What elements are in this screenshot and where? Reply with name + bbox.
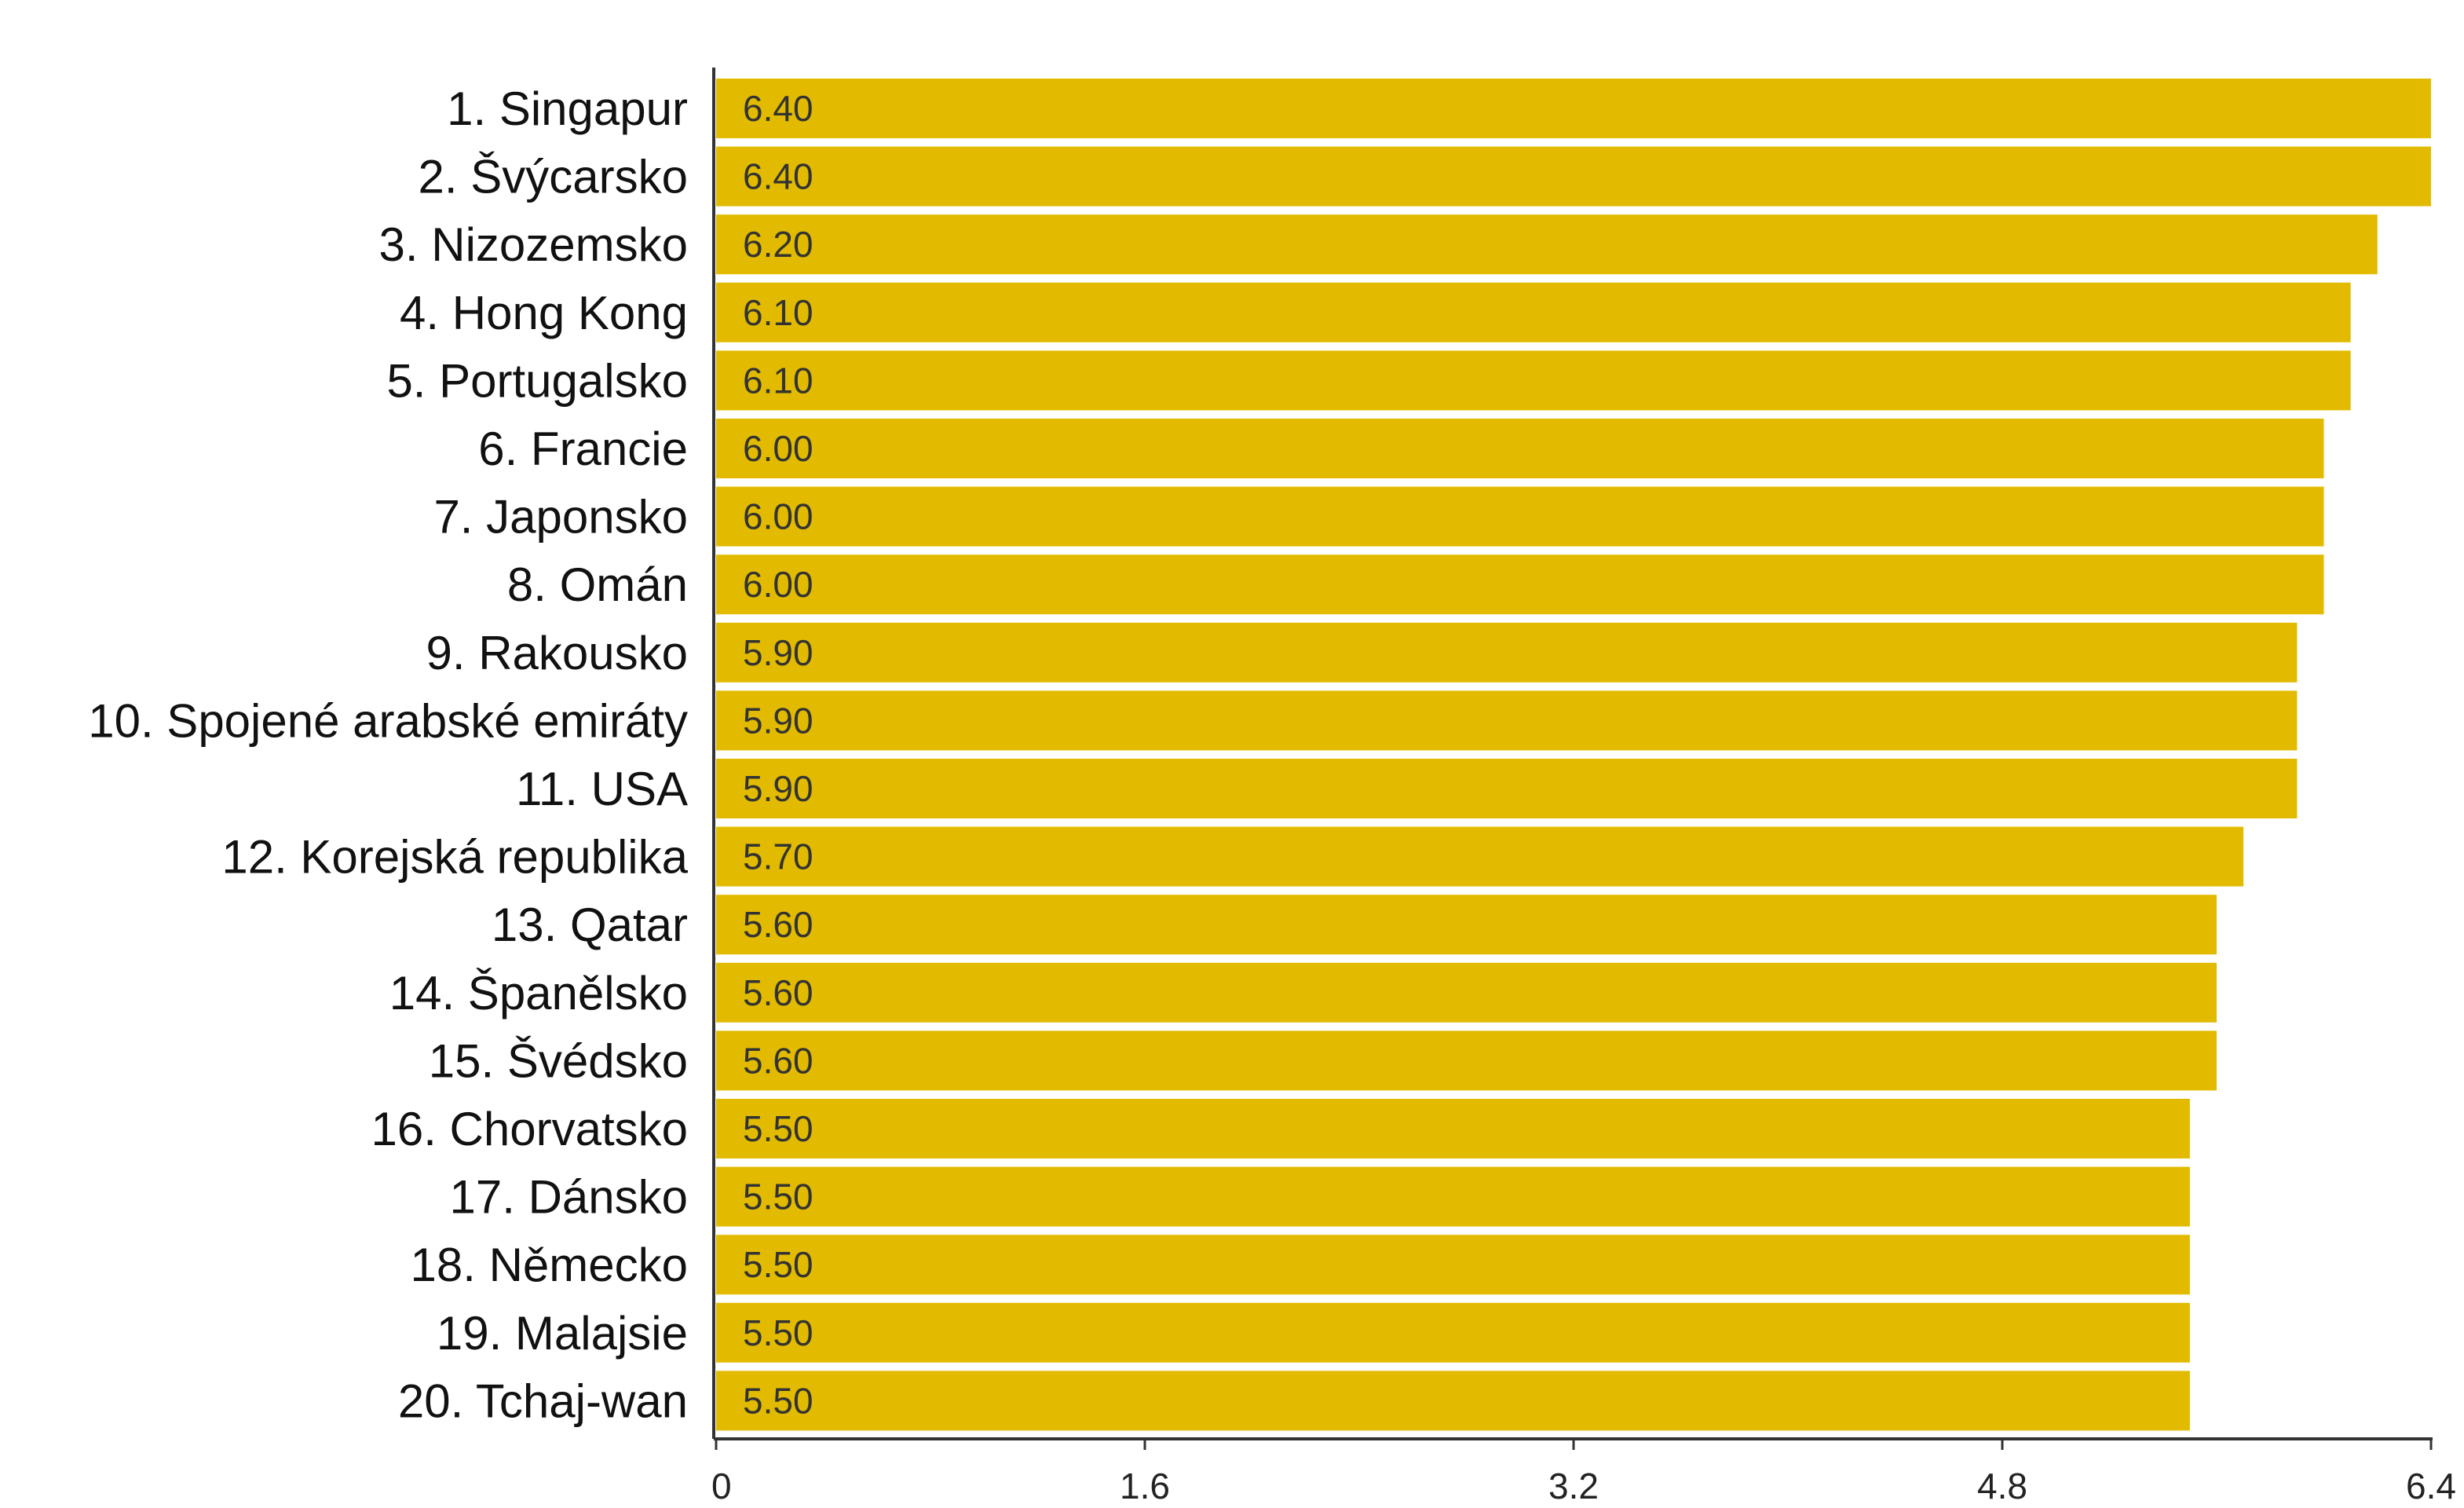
bar [716,962,2217,1023]
category-label: 7. Japonsko [433,491,688,544]
bar-value-label: 6.40 [743,88,813,129]
x-tick-label: 0 [711,1466,732,1506]
bar-value-label: 6.40 [743,156,813,197]
x-tick-label: 6.4 [2406,1466,2456,1506]
bar-value-label: 5.50 [743,1312,813,1353]
category-label: 10. Spojené arabské emiráty [88,694,688,747]
x-tick-label: 3.2 [1548,1466,1599,1506]
bar [716,419,2324,478]
bar-value-label: 6.00 [743,496,813,537]
x-tick-label: 4.8 [1977,1466,2027,1506]
bar-value-label: 6.10 [743,292,813,333]
bar [716,622,2298,683]
bar [716,555,2324,615]
category-label: 14. Španělsko [389,967,688,1019]
bar [716,1166,2190,1227]
category-label: 17. Dánsko [449,1171,688,1224]
category-label: 6. Francie [478,423,688,475]
bar [716,1371,2190,1431]
bars-layer: 6.40 6.40 6.20 6.10 6.10 6.00 6.00 6.00 5.90 5.90… [716,79,2431,1431]
category-label: 12. Korejská republika [221,831,688,884]
bar-value-label: 5.50 [743,1177,813,1217]
category-label: 16. Chorvatsko [371,1103,688,1155]
category-label: 3. Nizozemsko [379,218,688,271]
bar [716,895,2217,955]
bar-value-label: 6.10 [743,360,813,401]
bar-value-label: 5.50 [743,1244,813,1285]
bar-value-label: 5.90 [743,700,813,741]
bar-value-label: 5.70 [743,836,813,877]
category-label: 4. Hong Kong [400,287,688,339]
category-label: 13. Qatar [492,899,688,951]
bar-value-label: 6.20 [743,224,813,265]
x-ticks-layer: 0 1.6 3.2 4.8 6.4 [711,1439,2456,1506]
bar [716,1235,2190,1295]
bar [716,486,2324,547]
bar [716,79,2431,138]
bar-value-label: 5.60 [743,904,813,945]
bar-value-label: 5.60 [743,1040,813,1081]
category-label: 20. Tchaj-wan [398,1374,688,1427]
bar [716,146,2431,207]
category-label: 18. Německo [411,1239,689,1291]
bar-value-label: 5.90 [743,768,813,809]
bar [716,350,2351,411]
bar-value-label: 6.00 [743,564,813,605]
bar-value-label: 6.00 [743,428,813,469]
category-label: 2. Švýcarsko [419,151,688,203]
bar-value-label: 5.90 [743,632,813,673]
bar [716,1030,2217,1091]
bar-value-label: 5.50 [743,1380,813,1421]
category-label: 19. Malajsie [437,1307,688,1360]
bar-value-label: 5.60 [743,972,813,1013]
category-label: 9. Rakousko [426,627,688,679]
bar [716,690,2298,751]
bar-value-label: 5.50 [743,1108,813,1149]
category-label: 15. Švédsko [429,1034,688,1087]
category-label: 11. USA [516,763,688,815]
bar [716,282,2351,342]
category-label: 5. Portugalsko [386,354,688,407]
bar [716,1302,2190,1363]
category-label: 8. Omán [507,558,688,611]
bar [716,826,2244,887]
bar [716,759,2298,818]
bar [716,214,2378,275]
category-labels-layer: 1. Singapur 2. Švýcarsko 3. Nizozemsko 4. H… [88,82,688,1427]
bar [716,1099,2190,1158]
x-tick-label: 1.6 [1120,1466,1170,1506]
category-label: 1. Singapur [447,82,688,135]
